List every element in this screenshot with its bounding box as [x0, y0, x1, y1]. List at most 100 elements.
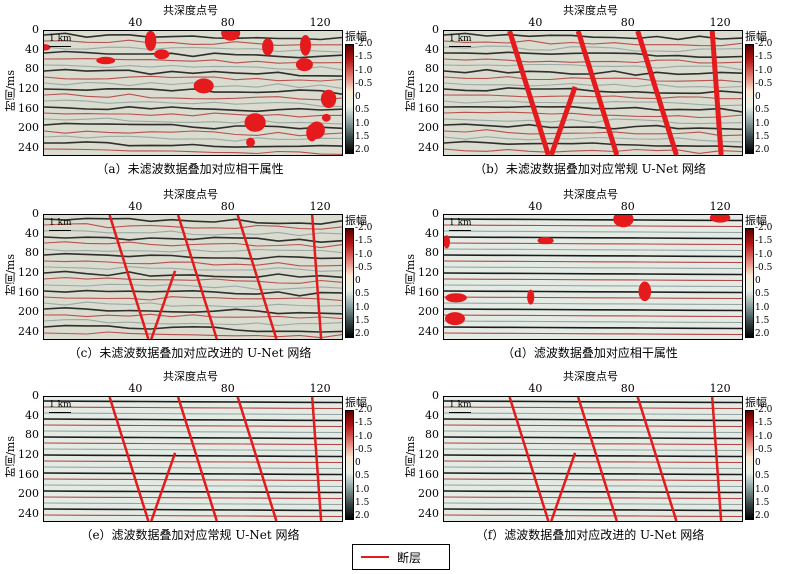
x-axis-label: 共深度点号 — [563, 188, 618, 201]
y-tick-label: 0 — [432, 389, 439, 402]
y-tick-label: 200 — [18, 305, 39, 319]
colorbar-title: 振幅 — [345, 214, 367, 227]
scale-bar — [449, 230, 471, 231]
panel-caption: （a）未滤波数据叠加对应相干属性 — [96, 162, 284, 176]
colorbar-tick-label: 0 — [755, 92, 761, 102]
y-tick-label: 240 — [18, 507, 39, 520]
colorbar-tick-label: 1.5 — [755, 131, 770, 142]
colorbar-tick-label: 1.5 — [755, 497, 770, 508]
y-tick-label: 0 — [432, 23, 439, 36]
seismic-section — [443, 214, 743, 340]
figure-panel: 共深度点号 40 80 120 时间/ms 0 40 80 120 160 200 240 1 km 振幅… — [400, 0, 780, 178]
y-tick-label: 200 — [18, 487, 39, 501]
scale-bar-label: 1 km — [49, 400, 72, 410]
colorbar-tick-label: -0.5 — [355, 78, 373, 89]
figure-panel: 共深度点号 40 80 120 时间/ms 0 40 80 120 160 200 240 1 km 振幅… — [400, 184, 780, 362]
scale-bar-label: 1 km — [449, 400, 472, 410]
colorbar-tick-label: 0.5 — [755, 289, 770, 300]
y-tick-label: 0 — [32, 389, 39, 402]
legend-label: 断层 — [397, 551, 422, 565]
y-tick-label: 200 — [418, 305, 439, 319]
scale-bar-label: 1 km — [449, 218, 472, 228]
y-tick-label: 200 — [418, 121, 439, 135]
y-tick-label: 40 — [25, 42, 39, 56]
x-tick-label: 80 — [620, 200, 635, 213]
colorbar — [745, 44, 754, 154]
colorbar-tick-label: 2.0 — [355, 145, 370, 155]
x-axis-label: 共深度点号 — [563, 4, 618, 17]
y-tick-label: 40 — [425, 408, 439, 422]
y-tick-label: 120 — [418, 448, 439, 461]
colorbar-tick-label: -0.5 — [755, 262, 773, 273]
x-tick-label: 120 — [309, 16, 331, 29]
y-tick-label: 120 — [18, 448, 39, 461]
panel-caption: （c）未滤波数据叠加对应改进的 U-Net 网络 — [68, 346, 312, 360]
y-tick-label: 160 — [418, 285, 439, 299]
x-tick-label: 120 — [709, 200, 731, 213]
scale-bar — [449, 412, 471, 413]
colorbar-tick-label: 0 — [355, 276, 361, 286]
colorbar-tick-label: -1.0 — [355, 431, 373, 442]
colorbar-tick-label: 0.5 — [755, 471, 770, 482]
colorbar-tick-label: 1.0 — [355, 484, 370, 495]
x-tick-label: 80 — [220, 16, 235, 29]
x-tick-label: 40 — [528, 200, 543, 213]
seismic-section — [43, 214, 343, 340]
seismic-section — [43, 30, 343, 156]
colorbar-tick-label: -0.5 — [755, 78, 773, 89]
x-tick-label: 120 — [709, 16, 731, 29]
y-tick-label: 0 — [32, 23, 39, 36]
y-tick-label: 200 — [18, 121, 39, 135]
y-tick-label: 200 — [418, 487, 439, 501]
figure-panel: 共深度点号 40 80 120 时间/ms 0 40 80 120 160 200 240 1 km 振幅… — [0, 366, 380, 544]
colorbar-tick-label: 0.5 — [355, 289, 370, 300]
x-tick-label: 40 — [528, 382, 543, 395]
colorbar-tick-label: -1.5 — [355, 52, 373, 63]
y-tick-label: 240 — [418, 141, 439, 154]
colorbar-tick-label: 0 — [755, 458, 761, 468]
colorbar-tick-label: 0 — [355, 458, 361, 468]
colorbar-tick-label: 2.0 — [755, 329, 770, 339]
colorbar-tick-label: -2.0 — [355, 405, 373, 415]
y-tick-label: 80 — [425, 246, 439, 260]
colorbar-tick-label: 2.0 — [755, 145, 770, 155]
figure-panel: 共深度点号 40 80 120 时间/ms 0 40 80 120 160 200 240 1 km 振幅… — [0, 0, 380, 178]
scale-bar — [49, 46, 71, 47]
x-axis-label: 共深度点号 — [163, 370, 218, 383]
colorbar-tick-label: 1.0 — [355, 302, 370, 313]
y-tick-label: 240 — [18, 325, 39, 338]
colorbar-tick-label: 1.5 — [755, 315, 770, 326]
colorbar-tick-label: -2.0 — [755, 39, 773, 49]
x-tick-label: 120 — [309, 200, 331, 213]
colorbar-tick-label: -1.5 — [355, 236, 373, 247]
colorbar-title: 振幅 — [745, 30, 767, 43]
colorbar-tick-label: -1.0 — [355, 249, 373, 260]
x-tick-label: 120 — [709, 382, 731, 395]
colorbar-tick-label: -2.0 — [755, 405, 773, 415]
colorbar — [345, 228, 354, 338]
colorbar-tick-label: -1.5 — [755, 236, 773, 247]
panel-caption: （f）滤波数据叠加对应改进的 U-Net 网络 — [475, 528, 705, 542]
x-tick-label: 40 — [528, 16, 543, 29]
colorbar-tick-label: -0.5 — [355, 262, 373, 273]
y-tick-label: 80 — [25, 428, 39, 442]
y-tick-label: 40 — [25, 226, 39, 240]
colorbar-tick-label: 0.5 — [755, 105, 770, 116]
seismic-section — [43, 396, 343, 522]
colorbar-tick-label: -2.0 — [355, 39, 373, 49]
x-tick-label: 40 — [128, 16, 143, 29]
colorbar-tick-label: -1.5 — [755, 418, 773, 429]
colorbar-tick-label: -1.0 — [755, 65, 773, 76]
colorbar-tick-label: 2.0 — [755, 511, 770, 521]
legend: 断层 — [352, 544, 450, 570]
y-tick-label: 80 — [425, 62, 439, 76]
colorbar-tick-label: -1.5 — [355, 418, 373, 429]
x-axis-label: 共深度点号 — [163, 188, 218, 201]
y-tick-label: 40 — [25, 408, 39, 422]
colorbar-tick-label: 0.5 — [355, 105, 370, 116]
seismic-section — [443, 30, 743, 156]
seismic-section — [443, 396, 743, 522]
colorbar-tick-label: -1.5 — [755, 52, 773, 63]
colorbar-tick-label: -0.5 — [755, 444, 773, 455]
scale-bar-label: 1 km — [449, 34, 472, 44]
